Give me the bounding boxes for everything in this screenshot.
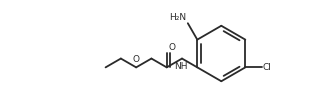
Text: H₂N: H₂N xyxy=(170,13,186,22)
Text: O: O xyxy=(168,43,175,52)
Text: Cl: Cl xyxy=(263,63,272,72)
Text: NH: NH xyxy=(174,62,187,71)
Text: O: O xyxy=(132,55,139,64)
